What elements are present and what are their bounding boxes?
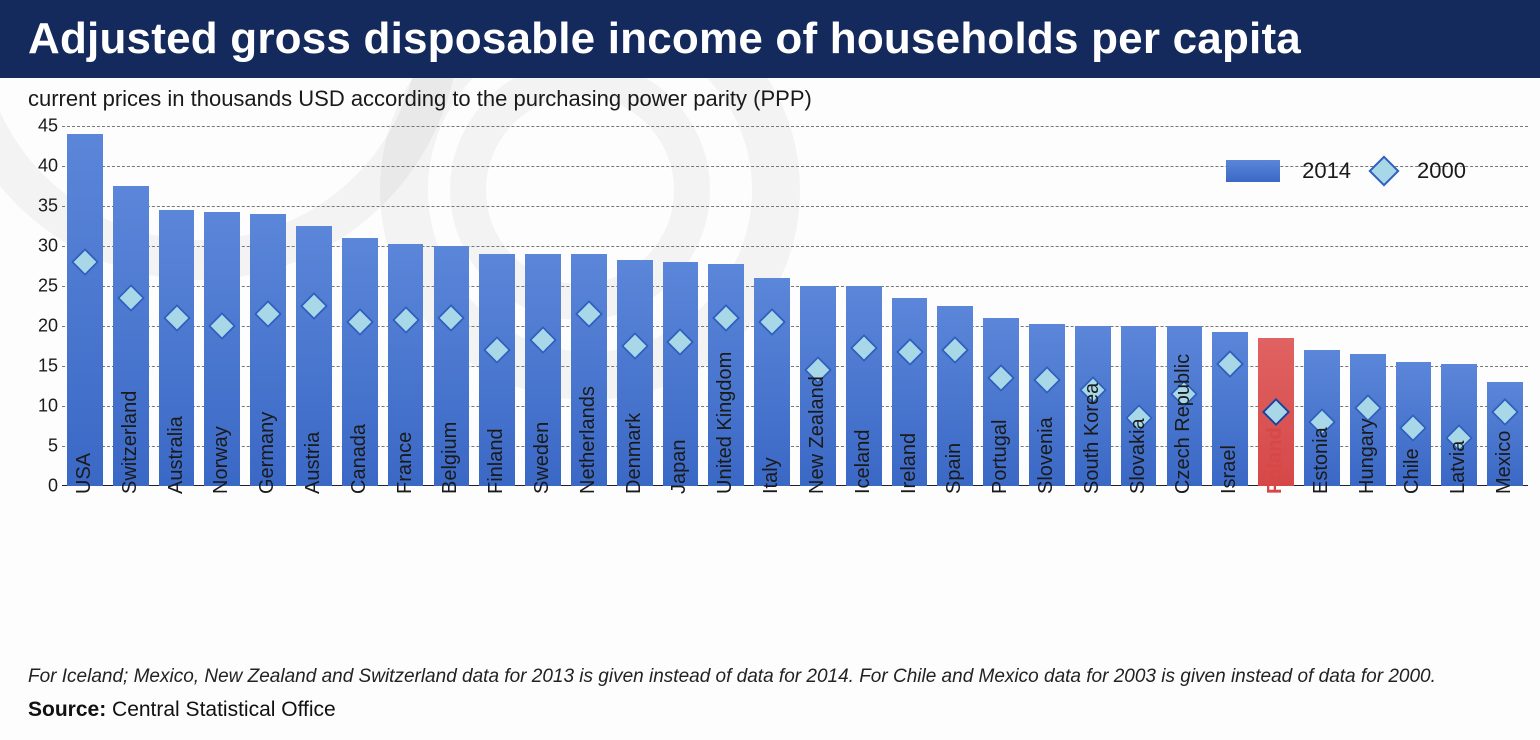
y-tick-label: 15 <box>28 356 58 377</box>
chart-subtitle: current prices in thousands USD accordin… <box>28 86 812 112</box>
chart-title: Adjusted gross disposable income of hous… <box>28 14 1301 64</box>
x-tick-label: Finland <box>485 428 508 494</box>
x-tick-label: Italy <box>760 457 783 494</box>
chart-area: 051015202530354045 USASwitzerlandAustral… <box>28 126 1528 516</box>
bar <box>67 134 103 486</box>
chart-source: Source: Central Statistical Office <box>28 698 336 722</box>
x-tick-label: South Korea <box>1081 383 1104 494</box>
y-tick-label: 25 <box>28 276 58 297</box>
x-tick-label: Austria <box>302 432 325 494</box>
y-tick-label: 45 <box>28 116 58 137</box>
x-tick-label: Slovenia <box>1035 417 1058 494</box>
x-tick-label: Hungary <box>1356 418 1379 494</box>
y-tick-label: 10 <box>28 396 58 417</box>
legend-swatch-2014 <box>1226 160 1280 182</box>
x-tick-label: Switzerland <box>119 391 142 494</box>
x-tick-label: New Zealand <box>806 376 829 494</box>
x-tick-label: Latvia <box>1447 441 1470 494</box>
source-value: Central Statistical Office <box>112 698 336 721</box>
title-bar: Adjusted gross disposable income of hous… <box>0 0 1540 78</box>
legend-swatch-2000 <box>1368 155 1399 186</box>
x-tick-label: Australia <box>165 416 188 494</box>
y-tick-label: 20 <box>28 316 58 337</box>
x-tick-label: Iceland <box>852 430 875 495</box>
legend-label-2014: 2014 <box>1302 158 1351 184</box>
x-tick-label: Ireland <box>898 433 921 494</box>
legend: 2014 2000 <box>1226 158 1466 184</box>
x-tick-label: Czech Republic <box>1172 354 1195 494</box>
x-tick-label: USA <box>73 453 96 494</box>
source-prefix: Source: <box>28 698 112 721</box>
x-tick-label: France <box>394 432 417 494</box>
x-tick-label: Spain <box>943 443 966 494</box>
x-tick-label: Israel <box>1218 445 1241 494</box>
y-tick-label: 40 <box>28 156 58 177</box>
x-tick-label: Mexico <box>1493 431 1516 494</box>
x-tick-label: Denmark <box>623 413 646 494</box>
x-tick-label: United Kingdom <box>714 352 737 494</box>
legend-label-2000: 2000 <box>1417 158 1466 184</box>
x-tick-label: Portugal <box>989 420 1012 495</box>
y-tick-label: 5 <box>28 436 58 457</box>
x-tick-label: Netherlands <box>577 386 600 494</box>
x-tick-label: Poland <box>1264 427 1287 494</box>
y-tick-label: 0 <box>28 476 58 497</box>
x-tick-label: Chile <box>1401 448 1424 494</box>
x-tick-label: Slovakia <box>1127 418 1150 494</box>
x-tick-label: Canada <box>348 424 371 494</box>
x-tick-label: Estonia <box>1310 427 1333 494</box>
y-tick-label: 35 <box>28 196 58 217</box>
y-tick-label: 30 <box>28 236 58 257</box>
x-tick-label: Belgium <box>439 422 462 494</box>
chart-footnote: For Iceland; Mexico, New Zealand and Swi… <box>28 665 1520 690</box>
x-tick-label: Norway <box>210 426 233 494</box>
x-tick-label: Japan <box>668 440 691 495</box>
x-tick-label: Sweden <box>531 422 554 494</box>
chart-root: Adjusted gross disposable income of hous… <box>0 0 1540 740</box>
x-tick-label: Germany <box>256 412 279 494</box>
